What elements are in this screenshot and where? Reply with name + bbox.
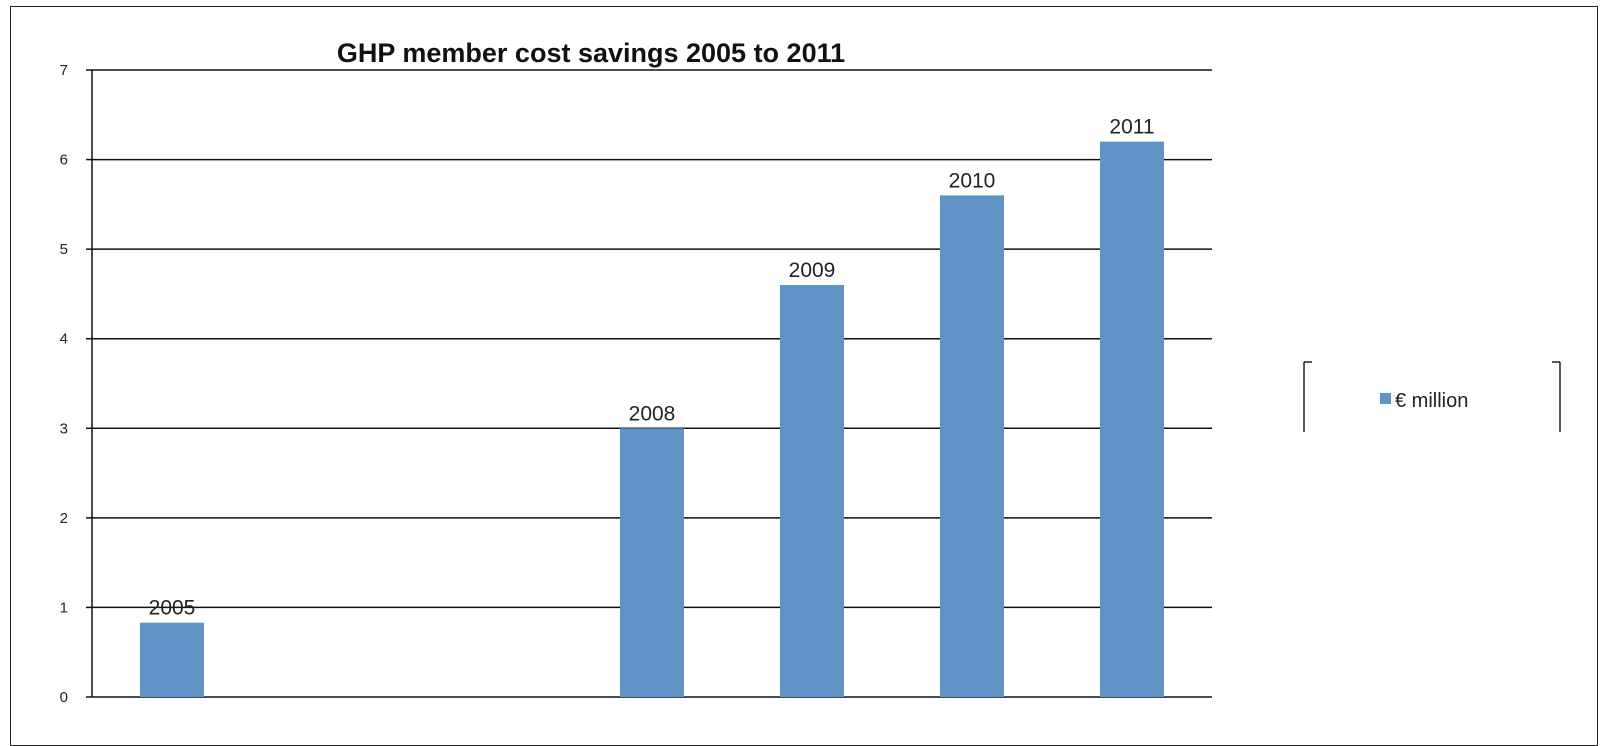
y-tick-label: 1 <box>60 599 68 616</box>
bar-chart: GHP member cost savings 2005 to 2011 0 1 2… <box>0 0 1600 722</box>
y-tick-label: 3 <box>60 420 68 437</box>
y-tick-label: 2 <box>60 510 68 527</box>
bar-2010[interactable] <box>940 195 1004 697</box>
y-tick-label: 4 <box>60 331 68 348</box>
y-axis-ticks: 0 1 2 3 4 5 6 7 <box>60 62 92 706</box>
data-label-2008: 2008 <box>629 402 676 425</box>
bar-2011[interactable] <box>1100 142 1164 697</box>
bar-2008[interactable] <box>620 428 684 697</box>
y-tick-label: 5 <box>60 241 68 258</box>
data-label-2010: 2010 <box>949 169 996 192</box>
y-tick-label: 6 <box>60 152 68 169</box>
y-tick-label: 0 <box>60 689 68 706</box>
bar-2009[interactable] <box>780 285 844 697</box>
data-label-2005: 2005 <box>149 597 196 620</box>
legend-swatch <box>1380 393 1391 404</box>
data-label-2011: 2011 <box>1109 116 1154 139</box>
data-label-2009: 2009 <box>789 259 836 282</box>
legend[interactable]: € million <box>1304 362 1560 432</box>
y-tick-label: 7 <box>60 62 68 79</box>
chart-title: GHP member cost savings 2005 to 2011 <box>337 38 845 68</box>
legend-label: € million <box>1395 390 1468 412</box>
bar-2005[interactable] <box>140 623 204 697</box>
